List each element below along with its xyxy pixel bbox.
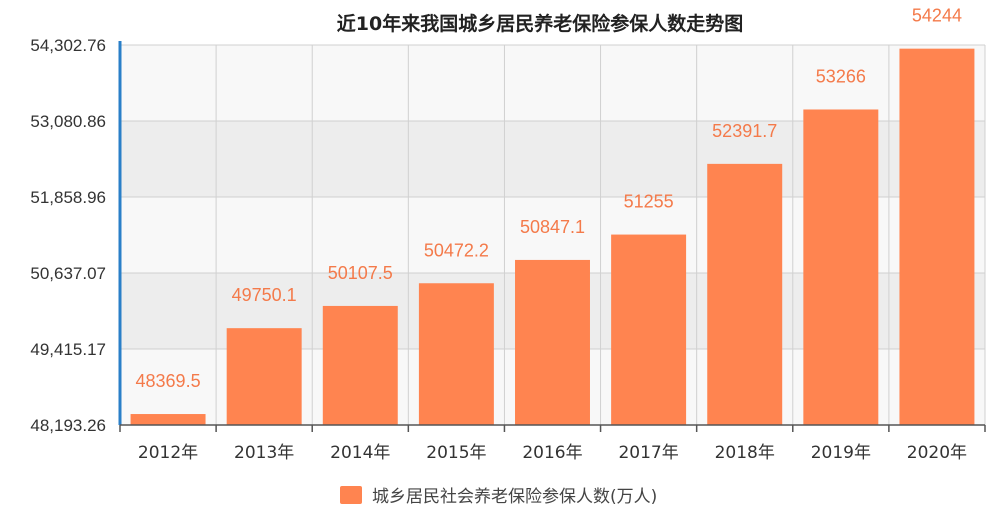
axes-group bbox=[118, 41, 986, 432]
bars-group bbox=[130, 48, 975, 426]
x-tick-label: 2013年 bbox=[234, 443, 294, 463]
bar-2020年[interactable] bbox=[899, 48, 975, 426]
y-tick-label: 48,193.26 bbox=[30, 416, 106, 435]
x-tick-label: 2020年 bbox=[907, 443, 967, 463]
bar-2013年[interactable] bbox=[226, 328, 302, 425]
data-label-2013年: 49750.1 bbox=[232, 285, 297, 305]
legend-label[interactable]: 城乡居民社会养老保险参保人数(万人) bbox=[372, 487, 657, 507]
x-tick-label: 2016年 bbox=[522, 443, 582, 463]
x-tick-label: 2015年 bbox=[426, 443, 486, 463]
data-labels: 48369.5 49750.1 50107.5 50472.2 50847.1 51255… bbox=[136, 6, 962, 391]
x-tick-label: 2019年 bbox=[811, 443, 871, 463]
data-label-2016年: 50847.1 bbox=[520, 217, 585, 237]
x-tick-label: 2012年 bbox=[138, 443, 198, 463]
data-label-2014年: 50107.5 bbox=[328, 263, 393, 283]
y-tick-label: 49,415.17 bbox=[30, 340, 106, 359]
bar-2012年[interactable] bbox=[130, 414, 206, 425]
x-tick-labels: 2012年 2013年 2014年 2015年 2016年 2017年 2018年 2019年… bbox=[138, 443, 967, 463]
y-tick-label: 50,637.07 bbox=[30, 264, 106, 283]
data-label-2017年: 51255 bbox=[624, 192, 674, 212]
bar-2019年[interactable] bbox=[803, 109, 879, 425]
plot-band bbox=[120, 45, 985, 121]
x-tick-label: 2017年 bbox=[618, 443, 678, 463]
bar-2014年[interactable] bbox=[322, 305, 398, 425]
bar-2018年[interactable] bbox=[707, 163, 783, 426]
chart-title: 近10年来我国城乡居民养老保险参保人数走势图 bbox=[337, 12, 743, 35]
data-label-2018年: 52391.7 bbox=[712, 121, 777, 141]
y-tick-label: 51,858.96 bbox=[30, 188, 106, 207]
data-label-2019年: 53266 bbox=[816, 66, 866, 86]
data-label-2020年: 54244 bbox=[912, 6, 962, 26]
bar-2015年[interactable] bbox=[418, 283, 494, 425]
bar-2017年[interactable] bbox=[611, 234, 687, 425]
y-tick-labels: 48,193.26 49,415.17 50,637.07 51,858.96 53,0… bbox=[30, 36, 106, 435]
data-label-2015年: 50472.2 bbox=[424, 240, 489, 260]
legend-swatch[interactable] bbox=[340, 486, 362, 504]
legend[interactable]: 城乡居民社会养老保险参保人数(万人) bbox=[340, 486, 657, 507]
data-label-2012年: 48369.5 bbox=[136, 371, 201, 391]
bar-2016年[interactable] bbox=[515, 259, 590, 425]
y-tick-label: 53,080.86 bbox=[30, 112, 106, 131]
x-tick-label: 2014年 bbox=[330, 443, 390, 463]
y-tick-label: 54,302.76 bbox=[30, 36, 106, 55]
x-tick-label: 2018年 bbox=[715, 443, 775, 463]
